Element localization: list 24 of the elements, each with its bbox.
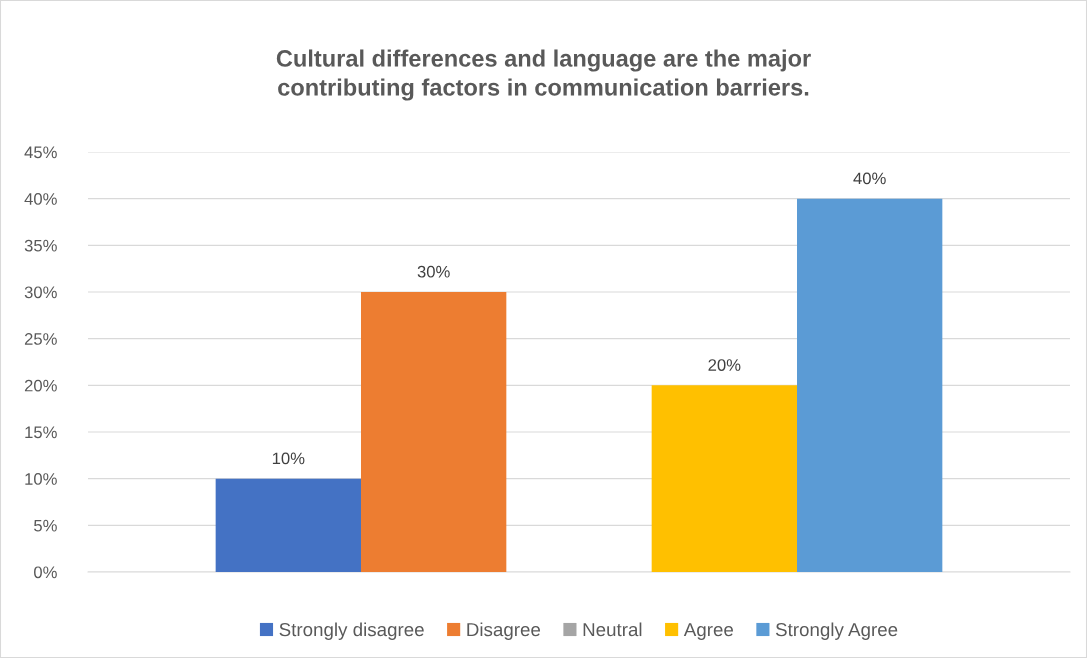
- y-tick-label: 5%: [34, 519, 57, 532]
- y-tick-label: 25%: [24, 333, 57, 345]
- y-tick-label: 0%: [34, 566, 57, 579]
- y-tick-label: 30%: [24, 286, 57, 299]
- legend-label: Disagree: [467, 622, 541, 640]
- bar: [361, 292, 507, 572]
- legend-label: Strongly Agree: [775, 622, 898, 640]
- legend-label: Agree: [683, 623, 734, 640]
- chart-title: Cultural differences and language are the major contributing factors in communication barriers.: [276, 49, 811, 101]
- bar: [797, 198, 943, 572]
- bar: [215, 478, 361, 572]
- legend-label: Strongly disagree: [279, 622, 424, 640]
- bar: [651, 385, 797, 572]
- y-tick-label: 15%: [25, 426, 57, 439]
- y-tick-label: 40%: [24, 193, 57, 205]
- data-label: 30%: [417, 265, 450, 278]
- legend-label: Neutral: [583, 622, 642, 637]
- data-label: 20%: [708, 359, 741, 371]
- y-tick-label: 10%: [25, 473, 57, 485]
- data-label: 40%: [853, 172, 886, 185]
- y-tick-label: 20%: [24, 379, 57, 392]
- y-tick-label: 45%: [24, 146, 57, 159]
- data-label: 10%: [272, 452, 305, 465]
- y-tick-label: 35%: [24, 239, 57, 252]
